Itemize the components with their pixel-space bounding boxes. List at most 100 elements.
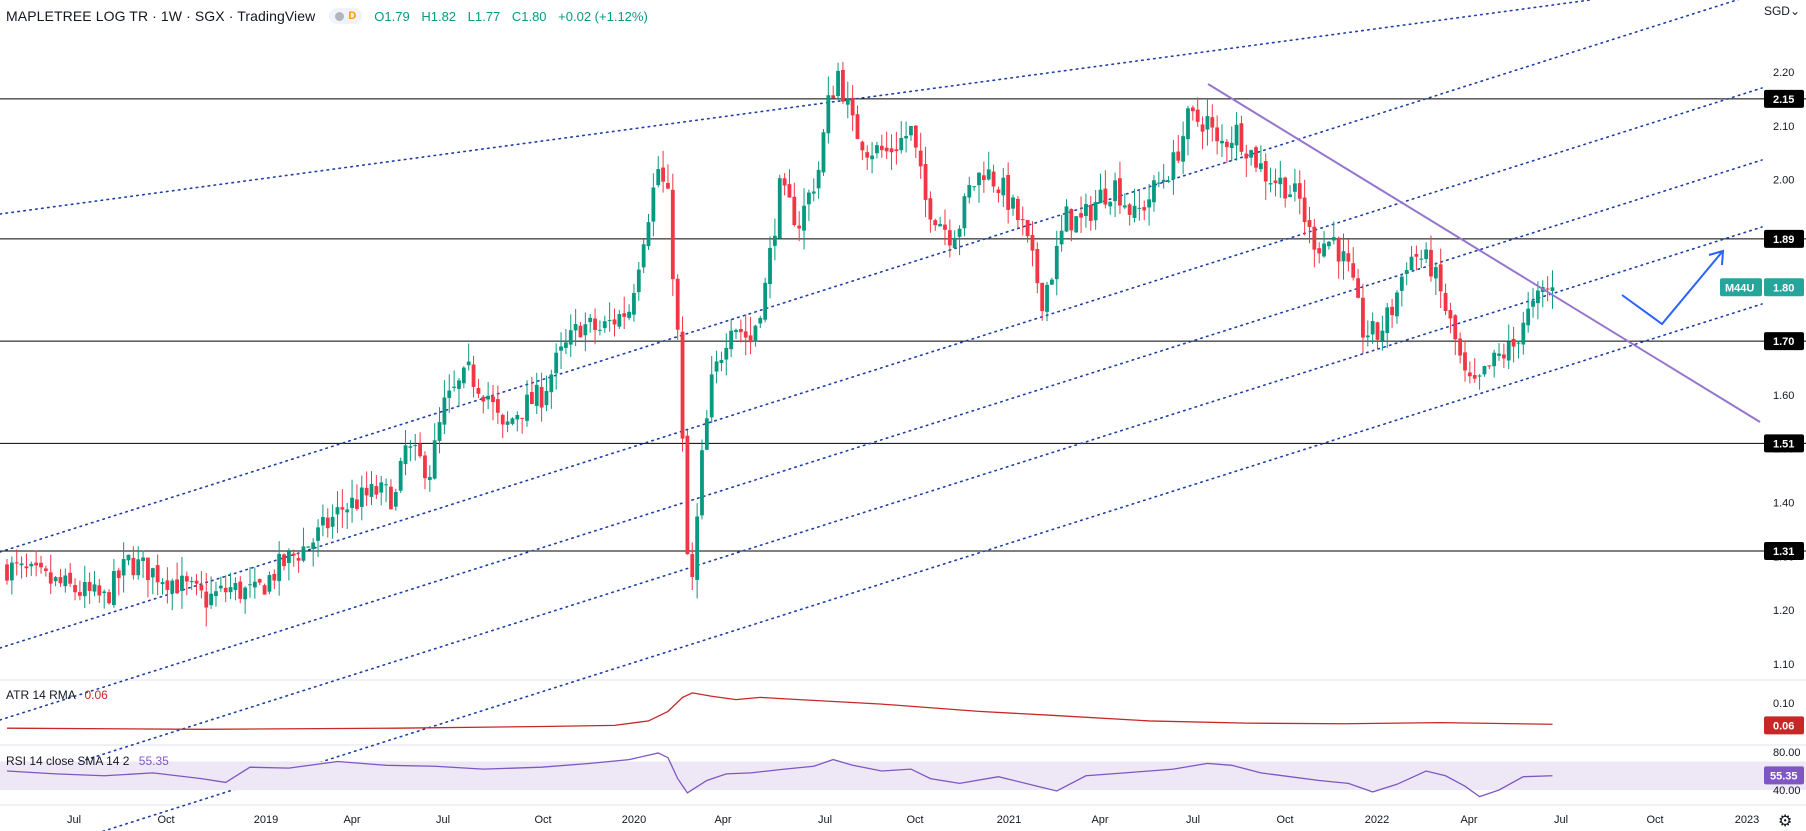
candle-body [797, 225, 802, 229]
candle-body [559, 346, 563, 351]
symbol-title[interactable]: MAPLETREE LOG TR · 1W · SGX · TradingVie… [6, 8, 316, 24]
candle-body [252, 581, 257, 588]
candle-body [743, 331, 748, 338]
symbol-label: M44U [1725, 282, 1754, 294]
rsi-value-box [1764, 766, 1804, 785]
channel-dotted-line [0, 226, 1763, 788]
candle-body [802, 205, 806, 231]
candle-body [14, 562, 19, 564]
time-tick-label: 2021 [997, 814, 1021, 826]
candle-body [1045, 284, 1049, 312]
settings-gear-icon[interactable]: ⚙ [1778, 811, 1792, 830]
candle-body [593, 318, 597, 331]
candle-body [1030, 235, 1035, 251]
candle-body [1278, 177, 1283, 185]
candle-body [155, 565, 160, 583]
projection-arrow-line [1621, 251, 1723, 326]
candle-body [734, 329, 738, 333]
level-price-label: 1.89 [1773, 234, 1794, 246]
candle-body [340, 507, 345, 510]
candle-body [865, 152, 870, 158]
candle-body [1166, 180, 1171, 182]
candle-body [243, 587, 248, 600]
candle-body [413, 445, 418, 447]
low-value: L1.77 [467, 8, 501, 24]
candle-body [1477, 375, 1482, 377]
level-price-box [1764, 332, 1804, 351]
candle-body [515, 414, 520, 420]
candle-body [1239, 123, 1244, 152]
candle-body [1380, 330, 1385, 341]
candle-body [301, 546, 306, 561]
candle-body [214, 591, 218, 597]
candle-body [1467, 372, 1472, 377]
candle-body [962, 196, 967, 229]
candle-body [1181, 136, 1186, 162]
time-tick-label: Jul [67, 814, 81, 826]
currency-selector[interactable]: SGD⌄ [1763, 4, 1800, 18]
candle-body [544, 390, 549, 406]
candle-body [1137, 207, 1142, 209]
candle-body [700, 450, 704, 516]
atr-legend[interactable]: ATR 14 RMA 0.06 [6, 688, 108, 702]
level-price-label: 1.70 [1773, 336, 1794, 348]
status-badge[interactable]: D [329, 8, 363, 24]
time-tick-label: Oct [1276, 814, 1293, 826]
candle-body [121, 558, 126, 576]
price-tick-label: 2.10 [1773, 121, 1794, 133]
candle-body [1011, 197, 1015, 209]
candle-body [1399, 276, 1404, 291]
candle-body [1419, 258, 1424, 260]
candle-body [452, 386, 457, 388]
candle-body [267, 575, 272, 592]
candle-body [1205, 116, 1210, 130]
time-axis: Jul Oct 2019 Apr Jul Oct 2020 Apr Jul Oct 2021 Apr J… [67, 811, 1792, 830]
candle-body [549, 374, 554, 393]
time-tick-label: Oct [906, 814, 923, 826]
candle-body [884, 147, 889, 152]
candle-body [1506, 341, 1511, 361]
candle-body [92, 584, 97, 592]
candle-body [1176, 151, 1181, 161]
candle-body [661, 167, 665, 182]
candle-body [442, 397, 447, 425]
candle-body [1312, 226, 1317, 250]
candle-body [1331, 237, 1336, 241]
candle-body [1385, 307, 1390, 334]
candle-body [1220, 140, 1224, 144]
candle-body [1424, 249, 1429, 260]
candle-body [277, 553, 282, 582]
candle-body [1322, 243, 1326, 257]
candle-body [1370, 321, 1375, 335]
candle-body [719, 359, 724, 364]
candle-body [311, 542, 316, 550]
candle-body [461, 367, 466, 384]
candle-body [1346, 253, 1351, 262]
candle-body [1064, 206, 1069, 232]
candle-body [282, 554, 286, 567]
candle-body [97, 585, 102, 596]
candle-body [78, 592, 82, 596]
candle-body [709, 374, 714, 418]
candle-body [845, 98, 850, 105]
candle-body [398, 460, 403, 491]
candle-body [107, 592, 111, 604]
candle-body [520, 417, 525, 419]
candle-body [836, 70, 840, 97]
rsi-legend[interactable]: RSI 14 close SMA 14 2 55.35 [6, 754, 169, 768]
candle-body [583, 324, 588, 336]
channel-dotted-line [0, 0, 1740, 553]
candle-body [1268, 183, 1273, 185]
candle-body [972, 186, 977, 188]
candle-body [1200, 124, 1205, 132]
annotations-layer [1207, 83, 1761, 423]
candle-body [1536, 290, 1540, 304]
candle-body [418, 443, 422, 457]
level-price-box [1764, 541, 1804, 560]
candle-body [58, 577, 63, 584]
candle-body [748, 335, 753, 343]
candle-body [330, 516, 335, 527]
candle-body [656, 169, 661, 186]
candle-body [680, 331, 685, 439]
